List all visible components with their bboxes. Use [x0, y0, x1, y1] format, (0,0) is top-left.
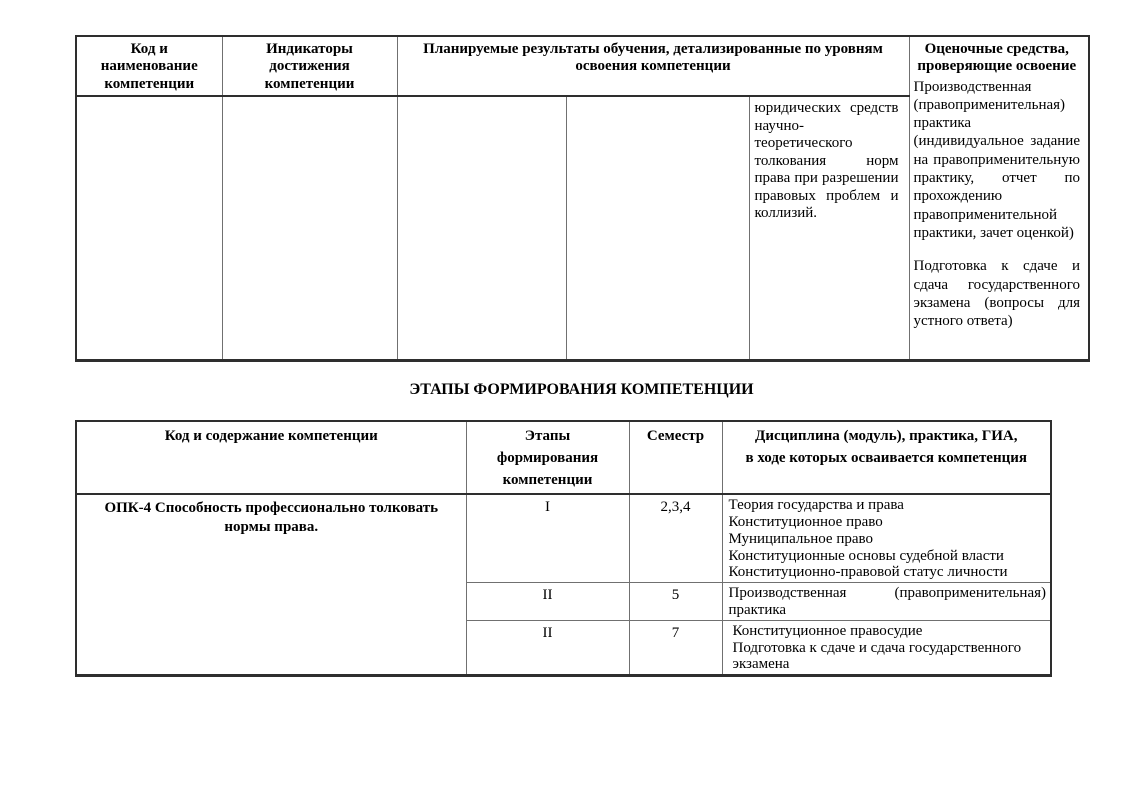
stage-cell: II: [465, 619, 630, 677]
t1-level-detail-cell: юридических средств научно-теоретическог…: [748, 95, 910, 362]
stages-table: Код и содержание компетенции Этапы форми…: [75, 420, 1052, 678]
stage-cell: I: [465, 493, 630, 584]
disciplines-cell: Конституционное правосудие Подготовка к …: [721, 619, 1052, 677]
discipline-line: Производственная (правоприменительная) п…: [728, 585, 1047, 619]
t2-header-discipline-line-2: в ходе которых осваивается компетенция: [745, 449, 1028, 466]
t1-empty-cell-level-1: [396, 95, 567, 362]
t2-header-row: Код и содержание компетенции Этапы форми…: [75, 420, 1052, 496]
t2-header-competency: Код и содержание компетенции: [75, 420, 467, 496]
discipline-line: Теория государства и права: [728, 497, 904, 514]
competency-results-table: Код и наименование компетенции Индикатор…: [75, 35, 1090, 362]
section-title: ЭТАПЫ ФОРМИРОВАНИЯ КОМПЕТЕНЦИИ: [409, 381, 754, 398]
t1-header-indicators: Индикаторы достижения компетенции: [221, 35, 398, 98]
assessment-paragraph-practice: Производственная (правоприменительная) п…: [913, 78, 1081, 241]
t1-empty-cell-code: [75, 95, 223, 362]
t1-assessment-cell: Оценочные средства, проверяющие освоение…: [908, 35, 1090, 361]
assessment-paragraph-exam: Подготовка к сдаче и сдача государственн…: [913, 258, 1081, 330]
t2-header-discipline-line-1: Дисциплина (модуль), практика, ГИА,: [755, 428, 1018, 444]
discipline-line: Муниципальное право: [728, 530, 874, 547]
disciplines-cell: Производственная (правоприменительная) п…: [721, 582, 1052, 621]
competency-cell: ОПК-4 Способность профессионально толков…: [75, 493, 467, 677]
t1-header-planned-results: Планируемые результаты обучения, детализ…: [396, 35, 910, 98]
t2-header-discipline: Дисциплина (модуль), практика, ГИА, в хо…: [721, 420, 1052, 496]
t1-header-assessment-tools: Оценочные средства, проверяющие освоение: [917, 41, 1077, 74]
discipline-line: Подготовка к сдаче и сдача государственн…: [732, 639, 1022, 673]
t1-header-code-name: Код и наименование компетенции: [75, 35, 223, 98]
semester-cell: 5: [628, 582, 723, 621]
semester-cell: 7: [628, 619, 723, 677]
t2-header-semester: Семестр: [628, 420, 723, 496]
t1-empty-cell-indicators: [221, 95, 398, 362]
disciplines-cell: Теория государства и права Конституционн…: [721, 493, 1052, 584]
t1-empty-cell-level-2: [565, 95, 750, 362]
discipline-line: Конституционно-правовой статус личности: [728, 564, 1008, 581]
t2-row-stage-3: II 7 Конституционное правосудие Подготов…: [76, 619, 1052, 677]
stage-cell: II: [465, 582, 630, 621]
discipline-line: Конституционное право: [728, 514, 883, 531]
discipline-line: Конституционные основы судебной власти: [728, 547, 1004, 564]
discipline-line: Конституционное правосудие: [732, 622, 923, 639]
t1-body-row: юридических средств научно-теоретическог…: [75, 95, 1089, 362]
semester-cell: 2,3,4: [628, 493, 723, 584]
t1-header-row: Код и наименование компетенции Индикатор…: [75, 35, 1090, 361]
t2-row-stage-1: ОПК-4 Способность профессионально толков…: [75, 493, 1052, 677]
t2-header-stages: Этапы формирования компетенции: [465, 420, 630, 496]
